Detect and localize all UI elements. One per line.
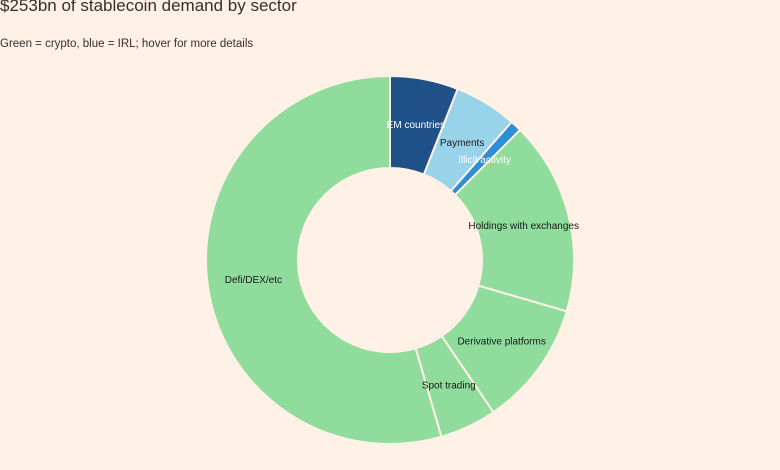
- chart-title: $253bn of stablecoin demand by sector: [0, 0, 297, 15]
- chart-subtitle: Green = crypto, blue = IRL; hover for mo…: [0, 38, 254, 50]
- donut-labels: EM countries Payments Illicit activity Hold…: [225, 120, 579, 391]
- donut-slices: [205, 74, 575, 445]
- slice-label-illicit-activity: Illicit activity: [458, 155, 511, 166]
- slice-label-derivative-platforms: Derivative platforms: [457, 337, 545, 348]
- slice-holdings-with-exchanges[interactable]: [453, 128, 575, 313]
- slice-label-defi-dex-etc: Defi/DEX/etc: [225, 275, 282, 286]
- slice-label-payments: Payments: [440, 138, 484, 149]
- slice-label-holdings-with-exchanges: Holdings with exchanges: [468, 221, 579, 232]
- slice-label-spot-trading: Spot trading: [422, 380, 476, 391]
- slice-label-em-countries: EM countries: [387, 120, 445, 131]
- slice-defi-dex-etc[interactable]: [205, 74, 443, 445]
